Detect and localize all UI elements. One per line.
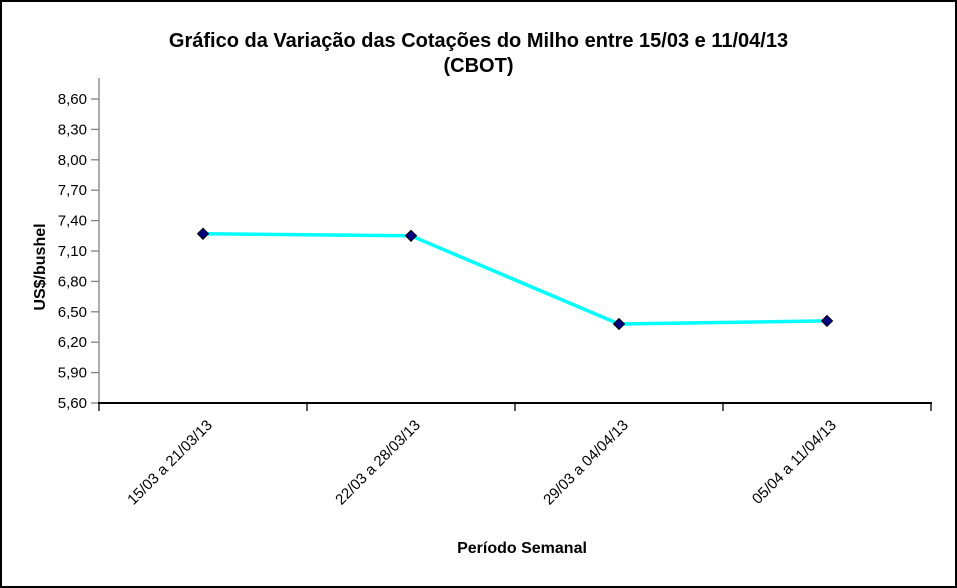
- y-tick-label: 7,40: [58, 213, 87, 230]
- y-tick-label: 8,00: [58, 152, 87, 169]
- chart-title: Gráfico da Variação das Cotações do Milh…: [2, 29, 955, 79]
- x-tick-label: 05/04 a 11/04/13: [749, 417, 840, 508]
- x-tick-label: 22/03 a 28/03/13: [332, 417, 424, 509]
- data-point-marker: [820, 314, 834, 328]
- x-axis-title: Período Semanal: [457, 540, 587, 557]
- y-tick-label: 6,80: [58, 273, 87, 290]
- chart-title-line1: Gráfico da Variação das Cotações do Milh…: [168, 30, 789, 52]
- data-point-marker: [404, 229, 418, 243]
- x-tick-label: 29/03 a 04/04/13: [540, 417, 632, 509]
- y-axis-title: US$/bushel: [32, 223, 49, 311]
- y-tick-label: 8,60: [58, 91, 87, 108]
- chart-title-line2: (CBOT): [443, 55, 514, 77]
- y-tick-label: 6,50: [58, 304, 87, 321]
- data-point-marker: [612, 317, 626, 331]
- y-tick-label: 7,10: [58, 243, 87, 260]
- y-tick-label: 6,20: [58, 334, 87, 351]
- y-tick-label: 5,60: [58, 395, 87, 412]
- series-line: [202, 232, 828, 326]
- x-tick-label: 15/03 a 21/03/13: [124, 417, 216, 509]
- y-tick-label: 7,70: [58, 182, 87, 199]
- y-tick-label: 5,90: [58, 365, 87, 382]
- y-tick-label: 8,30: [58, 121, 87, 138]
- data-point-marker: [196, 227, 210, 240]
